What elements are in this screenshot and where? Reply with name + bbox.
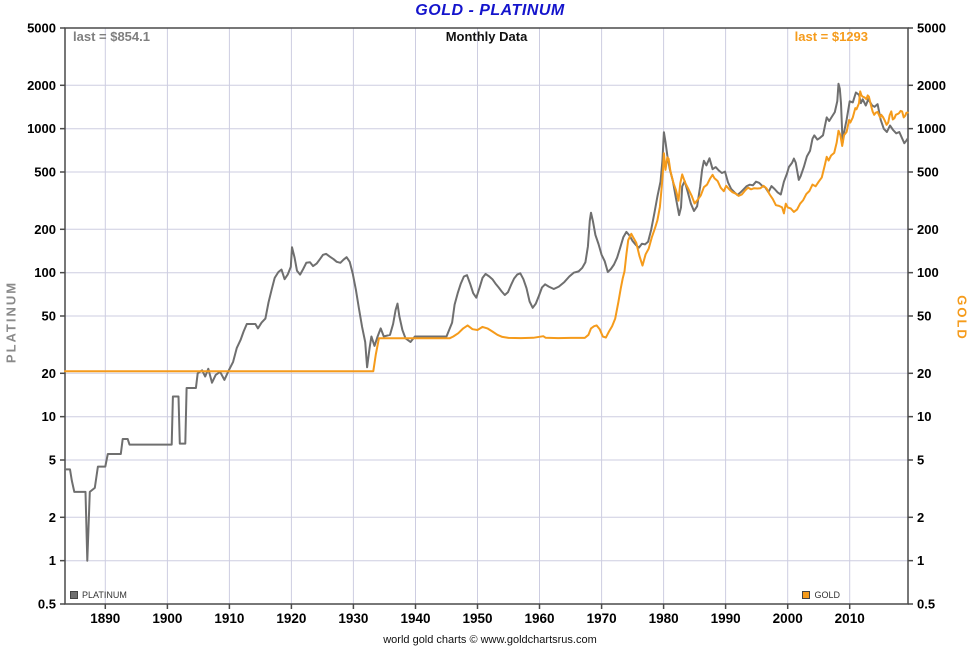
gold-last-annotation: last = $1293 bbox=[794, 29, 868, 44]
svg-text:1950: 1950 bbox=[462, 611, 492, 626]
svg-text:1990: 1990 bbox=[711, 611, 741, 626]
chart-footer: world gold charts © www.goldchartsrus.co… bbox=[383, 634, 597, 646]
svg-text:5000: 5000 bbox=[917, 21, 946, 36]
svg-text:0.5: 0.5 bbox=[38, 597, 56, 612]
svg-text:5: 5 bbox=[917, 453, 924, 468]
svg-text:10: 10 bbox=[917, 409, 931, 424]
svg-text:200: 200 bbox=[34, 222, 56, 237]
svg-text:5: 5 bbox=[49, 453, 56, 468]
svg-text:50: 50 bbox=[42, 309, 56, 324]
svg-text:1980: 1980 bbox=[649, 611, 679, 626]
svg-text:1: 1 bbox=[49, 553, 56, 568]
svg-text:100: 100 bbox=[917, 265, 939, 280]
svg-text:1910: 1910 bbox=[214, 611, 244, 626]
svg-text:500: 500 bbox=[917, 165, 939, 180]
left-axis-title: PLATINUM bbox=[3, 280, 19, 364]
svg-text:2: 2 bbox=[49, 510, 56, 525]
svg-text:1970: 1970 bbox=[587, 611, 617, 626]
svg-text:2000: 2000 bbox=[27, 78, 56, 93]
svg-text:5000: 5000 bbox=[27, 21, 56, 36]
svg-text:0.5: 0.5 bbox=[917, 597, 935, 612]
svg-text:2010: 2010 bbox=[835, 611, 865, 626]
right-axis-title: GOLD bbox=[954, 295, 970, 341]
svg-text:1940: 1940 bbox=[400, 611, 430, 626]
legend-gold-label: GOLD bbox=[814, 590, 840, 600]
svg-text:1: 1 bbox=[917, 553, 924, 568]
legend-gold-swatch bbox=[802, 591, 811, 599]
svg-text:500: 500 bbox=[34, 165, 56, 180]
svg-text:1960: 1960 bbox=[524, 611, 554, 626]
svg-text:1920: 1920 bbox=[276, 611, 306, 626]
svg-text:2000: 2000 bbox=[773, 611, 803, 626]
svg-text:2: 2 bbox=[917, 510, 924, 525]
svg-text:10: 10 bbox=[42, 409, 56, 424]
legend-platinum-swatch bbox=[70, 591, 78, 599]
svg-text:200: 200 bbox=[917, 222, 939, 237]
svg-text:20: 20 bbox=[917, 366, 931, 381]
svg-text:20: 20 bbox=[42, 366, 56, 381]
svg-text:100: 100 bbox=[34, 265, 56, 280]
svg-text:1890: 1890 bbox=[90, 611, 120, 626]
legend-platinum-label: PLATINUM bbox=[82, 590, 127, 600]
chart-title: GOLD - PLATINUM bbox=[415, 2, 565, 19]
svg-text:1900: 1900 bbox=[152, 611, 182, 626]
svg-text:1000: 1000 bbox=[917, 121, 946, 136]
svg-text:2000: 2000 bbox=[917, 78, 946, 93]
legend-platinum: PLATINUM bbox=[70, 590, 127, 600]
svg-text:1000: 1000 bbox=[27, 121, 56, 136]
svg-text:1930: 1930 bbox=[338, 611, 368, 626]
chart-subtitle: Monthly Data bbox=[445, 29, 528, 44]
svg-text:50: 50 bbox=[917, 309, 931, 324]
platinum-last-annotation: last = $854.1 bbox=[73, 29, 150, 44]
legend-gold: GOLD bbox=[802, 590, 840, 600]
